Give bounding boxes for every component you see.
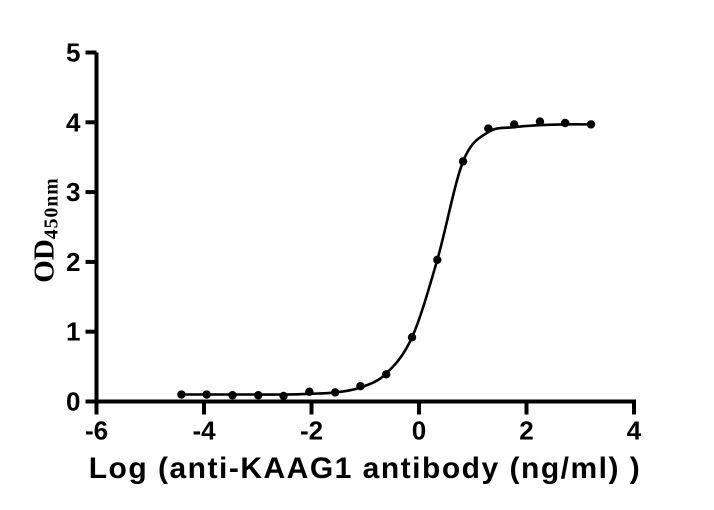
fit-curve — [180, 123, 593, 396]
data-point — [228, 391, 237, 400]
x-tick-label: -6 — [85, 416, 108, 446]
y-axis-title-subscript: 450nm — [40, 177, 63, 240]
x-axis-title: Log (anti-KAAG1 antibody (ng/ml) ) — [88, 452, 642, 485]
y-tick-label: 5 — [66, 38, 80, 68]
x-tick-label: 4 — [627, 416, 642, 446]
data-point — [254, 391, 263, 400]
data-point — [535, 117, 545, 126]
x-tick-label: -2 — [300, 416, 323, 446]
data-point — [305, 387, 314, 396]
y-axis-title: OD450nm — [28, 177, 63, 282]
y-tick-label: 4 — [66, 107, 81, 137]
data-point — [586, 120, 596, 129]
data-point — [407, 333, 417, 342]
y-tick-label: 0 — [66, 387, 80, 417]
data-point — [509, 120, 519, 129]
data-point — [561, 118, 570, 128]
x-tick-label: 2 — [519, 416, 533, 446]
data-point — [484, 124, 493, 133]
y-axis-title-text: OD — [28, 239, 61, 283]
data-point — [433, 255, 442, 265]
y-tick-label: 3 — [66, 177, 80, 207]
data-point — [177, 390, 186, 399]
data-point — [279, 391, 288, 401]
x-tick-label: 0 — [412, 416, 426, 446]
data-point — [458, 157, 468, 166]
y-tick-label: 1 — [66, 317, 80, 347]
x-tick-label: -4 — [192, 416, 216, 446]
data-point — [382, 370, 391, 379]
data-point — [202, 390, 211, 399]
data-point — [356, 381, 365, 391]
y-tick-label: 2 — [66, 247, 80, 277]
data-point — [330, 388, 340, 397]
